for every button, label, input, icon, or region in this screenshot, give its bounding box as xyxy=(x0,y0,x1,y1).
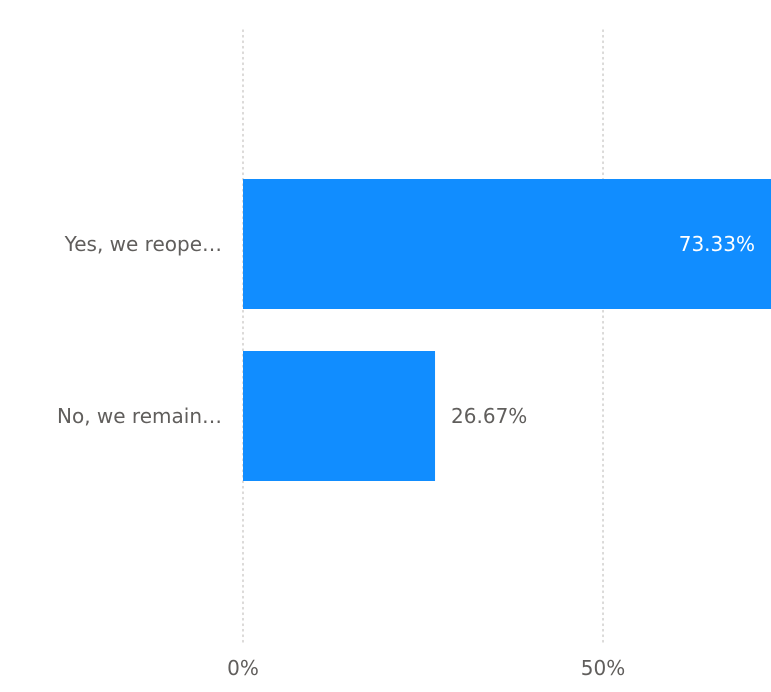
x-tick-label-0: 0% xyxy=(227,656,259,680)
bar-0 xyxy=(243,179,771,309)
data-label-1: 26.67% xyxy=(451,404,527,428)
bar-1 xyxy=(243,351,436,481)
x-tick-label-1: 50% xyxy=(581,656,625,680)
data-label-0: 73.33% xyxy=(679,232,755,256)
category-label-0: Yes, we reope… xyxy=(64,232,222,256)
category-label-1: No, we remain… xyxy=(57,404,222,428)
